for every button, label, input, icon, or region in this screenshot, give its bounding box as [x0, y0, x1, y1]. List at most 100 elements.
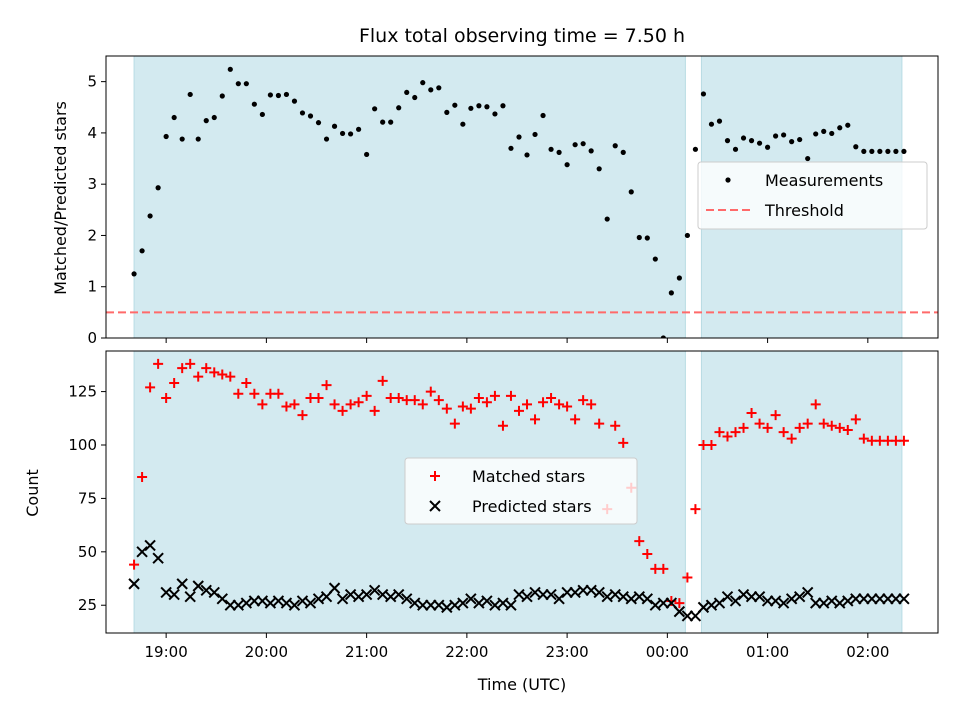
- measurement-point: [147, 213, 153, 219]
- measurement-point: [692, 146, 699, 152]
- measurement-point: [243, 81, 249, 87]
- measurement-point: [219, 93, 225, 99]
- x-tick-label: 01:00: [746, 643, 789, 661]
- measurement-point: [404, 89, 410, 96]
- measurement-point: [195, 136, 201, 142]
- measurement-point: [347, 131, 354, 137]
- matched-star-point: [417, 399, 428, 410]
- matched-star-point: [834, 422, 845, 433]
- predicted-star-point: [793, 590, 806, 603]
- legend-marker-predicted: [429, 500, 441, 512]
- legend-marker-measurements: [725, 177, 731, 183]
- measurement-point: [724, 138, 731, 144]
- y-tick-label: 25: [78, 596, 97, 614]
- measurement-point: [203, 118, 209, 124]
- matched-star-point: [594, 418, 605, 429]
- predicted-star-point: [433, 599, 445, 611]
- measurement-point: [444, 109, 450, 115]
- measurement-point: [420, 80, 426, 86]
- matched-star-point: [449, 418, 460, 429]
- measurement-point: [676, 275, 682, 281]
- predicted-star-point: [312, 593, 325, 605]
- measurement-point: [732, 146, 739, 152]
- measurement-point: [604, 216, 610, 222]
- measurement-point: [307, 113, 314, 119]
- measurement-point: [179, 136, 185, 142]
- measurement-point: [644, 235, 650, 241]
- predicted-star-point: [384, 590, 397, 603]
- measurement-point: [748, 138, 755, 144]
- matched-star-point: [489, 390, 500, 401]
- x-axis-label: Time (UTC): [477, 675, 566, 694]
- measurement-point: [492, 111, 498, 117]
- measurement-point: [259, 111, 265, 118]
- measurement-point: [163, 133, 169, 140]
- measurement-point: [548, 146, 554, 152]
- measurement-point: [171, 114, 177, 121]
- measurement-point: [668, 290, 674, 296]
- legend-box: [404, 457, 638, 525]
- predicted-star-point: [441, 601, 453, 614]
- predicted-star-point: [529, 586, 541, 599]
- x-tick-label: 02:00: [846, 643, 889, 661]
- matched-star-point: [345, 399, 356, 410]
- predicted-star-point: [569, 586, 581, 599]
- measurement-point: [588, 148, 594, 154]
- matched-star-point: [281, 401, 292, 412]
- legend-label: Predicted stars: [472, 497, 592, 516]
- predicted-star-point: [801, 586, 814, 599]
- matched-star-point: [786, 433, 797, 444]
- matched-star-point: [794, 422, 805, 433]
- measurement-point: [756, 140, 763, 146]
- measurement-point: [740, 135, 747, 141]
- matched-star-point: [193, 371, 204, 382]
- predicted-star-point: [729, 595, 742, 607]
- matched-star-point: [209, 367, 220, 378]
- matched-star-point: [313, 393, 324, 403]
- measurement-point: [612, 143, 618, 149]
- matched-star-point: [722, 431, 733, 442]
- measurement-point: [524, 152, 530, 158]
- measurement-point: [380, 119, 386, 125]
- predicted-star-point: [481, 595, 493, 607]
- matched-star-point: [129, 559, 140, 570]
- predicted-star-point: [160, 586, 172, 599]
- measurement-point: [372, 106, 378, 112]
- predicted-star-point: [585, 584, 597, 596]
- predicted-star-point: [826, 595, 838, 607]
- measurement-point: [580, 141, 586, 147]
- measurement-point: [893, 148, 899, 154]
- measurement-point: [267, 92, 273, 98]
- x-tick-label: 22:00: [445, 643, 488, 661]
- predicted-star-point: [649, 599, 662, 611]
- measurement-point: [500, 103, 506, 109]
- predicted-star-point: [368, 584, 381, 596]
- predicted-star-point: [192, 580, 204, 592]
- predicted-star-point: [489, 599, 501, 611]
- predicted-star-point: [401, 593, 413, 605]
- matched-star-point: [513, 405, 524, 416]
- matched-star-point: [530, 414, 541, 425]
- y-tick-label: 4: [87, 124, 97, 142]
- matched-star-point: [321, 380, 332, 391]
- predicted-star-point: [256, 595, 269, 607]
- measurement-point: [331, 123, 338, 129]
- legend-box: [697, 161, 928, 230]
- measurement-point: [187, 91, 193, 98]
- predicted-star-point: [328, 582, 341, 594]
- measurement-point: [572, 142, 578, 148]
- predicted-star-point: [609, 588, 621, 601]
- matched-star-point: [842, 425, 853, 436]
- matched-star-point: [425, 386, 436, 397]
- matched-star-point: [153, 358, 164, 369]
- matched-star-point: [241, 378, 252, 389]
- axes-frame: [105, 350, 939, 634]
- measurement-point: [235, 81, 241, 87]
- measurement-point: [323, 136, 330, 142]
- matched-star-point: [409, 395, 420, 406]
- measurement-point: [877, 148, 883, 154]
- y-tick-label: 3: [87, 175, 97, 193]
- measurement-point: [476, 103, 482, 109]
- measurement-point: [356, 126, 362, 132]
